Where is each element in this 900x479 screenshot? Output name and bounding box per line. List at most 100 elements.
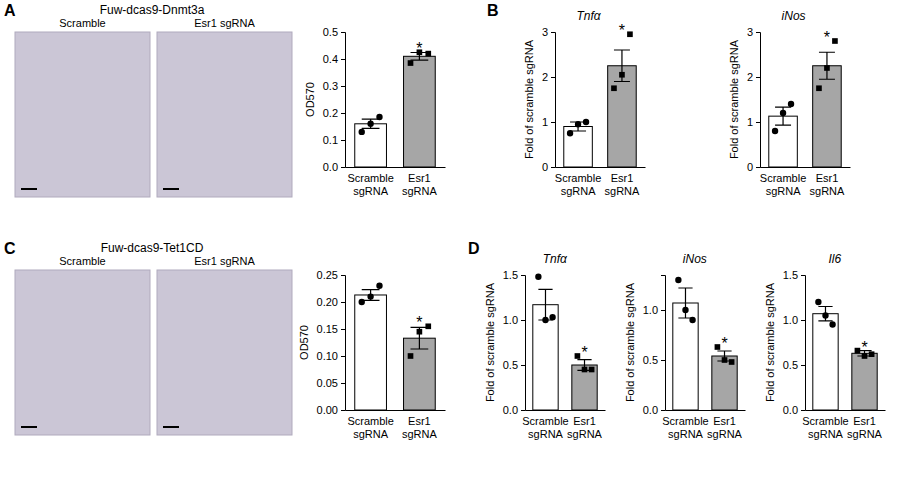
y-axis-line [801, 276, 806, 411]
error-bar [678, 288, 692, 318]
data-point [869, 351, 875, 357]
x-tick-label-line: Scramble [760, 172, 806, 184]
y-tick-label: 0.0 [783, 404, 798, 416]
panel-title: Fuw-dcas9-Dnmt3a [100, 3, 205, 17]
x-tick: Esr1sgRNA [402, 167, 438, 197]
y-axis-line [551, 33, 556, 168]
y-tick-label: 0.0 [323, 161, 338, 173]
x-tick-label-line: sgRNA [766, 185, 802, 197]
x-tick-label-line: Esr1 [573, 415, 596, 427]
y-tick-mark [341, 86, 345, 87]
annotation: * [861, 339, 867, 356]
x-axis: ScramblesgRNAEsr1sgRNA [555, 167, 646, 197]
x-tick-label-line: Esr1 [816, 172, 839, 184]
x-tick-label: Esr1sgRNA [810, 172, 846, 197]
data-point [780, 110, 786, 116]
y-tick: 0.3 [323, 80, 345, 92]
y-tick-mark [341, 329, 345, 330]
x-tick: Esr1sgRNA [810, 167, 846, 197]
y-tick: 0.10 [317, 350, 345, 362]
error-bar [362, 119, 380, 128]
y-tick: 1.5 [503, 269, 525, 281]
y-axis: 0123 [542, 26, 556, 173]
x-tick-label-line: sgRNA [561, 185, 597, 197]
y-tick-mark [551, 77, 555, 78]
y-tick: 3 [747, 26, 760, 38]
y-axis-line [521, 276, 526, 411]
y-tick-label: 0.3 [323, 80, 338, 92]
y-tick-mark [521, 365, 525, 366]
y-tick: 0 [747, 161, 760, 173]
y-tick-label: 0.0 [643, 404, 658, 416]
y-tick: 3 [542, 26, 555, 38]
y-axis-title: OD570 [298, 325, 310, 360]
x-tick-label-line: sgRNA [567, 428, 603, 440]
x-tick: Esr1sgRNA [402, 410, 438, 440]
y-tick: 0.5 [323, 26, 345, 38]
y-tick-label: 0.1 [323, 134, 338, 146]
x-tick: ScramblesgRNA [347, 167, 393, 197]
data-point [359, 299, 365, 305]
y-tick-mark [341, 275, 345, 276]
x-axis: ScramblesgRNAEsr1sgRNA [802, 410, 885, 440]
chart: 0.00.51.01.5ScramblesgRNAEsr1sgRNAFold o… [764, 252, 885, 440]
x-tick: ScramblesgRNA [662, 410, 708, 440]
x-tick: ScramblesgRNA [347, 410, 393, 440]
y-tick-mark [756, 32, 760, 33]
data-point [619, 72, 625, 78]
data-point [367, 121, 373, 127]
error-bar [775, 107, 791, 125]
y-axis: 0.00.51.0 [643, 276, 666, 417]
data-point [788, 101, 794, 107]
x-axis-line [346, 167, 446, 168]
chart-title: iNos [683, 252, 707, 266]
scale-bar [163, 426, 179, 428]
y-tick-mark [551, 122, 555, 123]
x-tick-label: ScramblesgRNA [802, 415, 848, 440]
data-point [542, 317, 548, 323]
y-tick-label: 3 [542, 26, 548, 38]
data-point [425, 323, 431, 329]
y-tick-label: 0.5 [643, 354, 658, 366]
x-tick-label-line: Scramble [347, 415, 393, 427]
y-tick-mark [756, 77, 760, 78]
error-bar [818, 307, 832, 321]
data-point [567, 130, 573, 136]
chart-title: Tnfα [543, 252, 568, 266]
y-tick-label: 3 [747, 26, 753, 38]
scale-bar [21, 426, 37, 428]
x-tick-label-line: sgRNA [847, 428, 883, 440]
x-tick: ScramblesgRNA [522, 410, 568, 440]
y-tick-label: 0 [542, 161, 548, 173]
y-tick: 0.5 [643, 354, 665, 366]
panel-title: Fuw-dcas9-Tet1CD [101, 241, 204, 255]
x-axis-line [526, 410, 606, 411]
y-tick-label: 0.05 [317, 377, 338, 389]
y-tick-label: 0.25 [317, 269, 338, 281]
y-tick: 2 [542, 71, 555, 83]
y-tick-mark [521, 320, 525, 321]
y-tick: 1.5 [783, 269, 805, 281]
y-axis-line [341, 33, 346, 168]
x-tick: Esr1sgRNA [847, 410, 883, 440]
y-tick-label: 0.5 [783, 359, 798, 371]
y-tick-mark [341, 356, 345, 357]
x-tick: ScramblesgRNA [802, 410, 848, 440]
panel-letter: D [468, 240, 480, 257]
data-point [682, 307, 688, 313]
x-tick-label-line: sgRNA [353, 428, 389, 440]
x-tick-label-line: sgRNA [353, 185, 389, 197]
bar [404, 56, 436, 167]
data-point [367, 293, 373, 299]
x-tick-label-line: sgRNA [810, 185, 846, 197]
y-axis-title: OD570 [304, 82, 316, 117]
x-axis: ScramblesgRNAEsr1sgRNA [662, 410, 745, 440]
marks [813, 299, 877, 410]
image-caption: Scramble [59, 17, 105, 29]
data-point [575, 353, 581, 359]
panel-letter: B [487, 2, 499, 19]
error-bar [362, 290, 380, 301]
x-tick-label: ScramblesgRNA [760, 172, 806, 197]
error-bar [819, 52, 835, 79]
annotation: * [581, 344, 587, 361]
